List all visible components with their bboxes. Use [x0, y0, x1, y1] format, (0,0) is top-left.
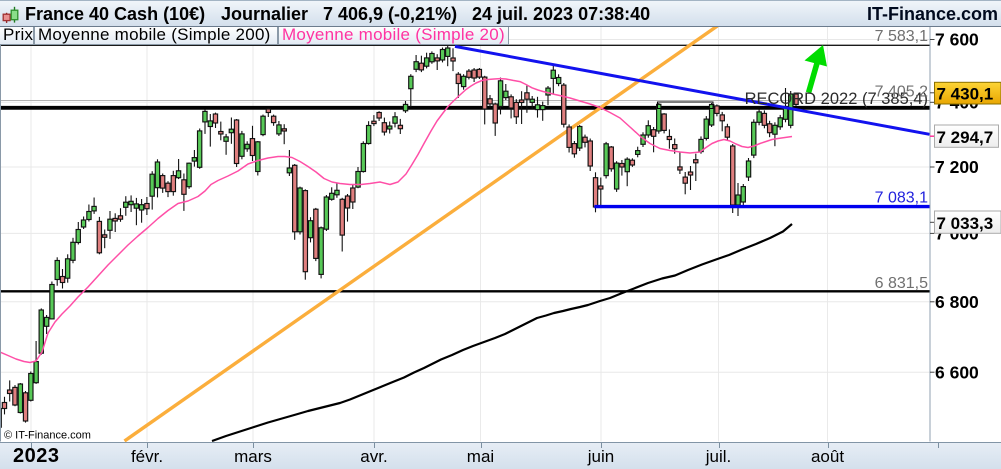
svg-text:RECORD 2022 (7 385,4): RECORD 2022 (7 385,4): [745, 90, 928, 108]
svg-text:7 083,1: 7 083,1: [875, 190, 928, 207]
svg-text:7 405,2: 7 405,2: [875, 84, 928, 101]
svg-text:6 800: 6 800: [935, 292, 979, 312]
svg-text:7 583,1: 7 583,1: [875, 28, 928, 45]
svg-text:6 831,5: 6 831,5: [875, 275, 928, 292]
svg-text:7 033,3: 7 033,3: [937, 214, 994, 233]
svg-text:7 430,1: 7 430,1: [937, 85, 994, 104]
svg-text:© IT-Finance.com: © IT-Finance.com: [4, 430, 91, 442]
svg-text:7 600: 7 600: [935, 30, 979, 50]
svg-text:7 200: 7 200: [935, 157, 979, 177]
svg-text:6 600: 6 600: [935, 362, 979, 382]
svg-text:7 294,7: 7 294,7: [937, 128, 994, 147]
